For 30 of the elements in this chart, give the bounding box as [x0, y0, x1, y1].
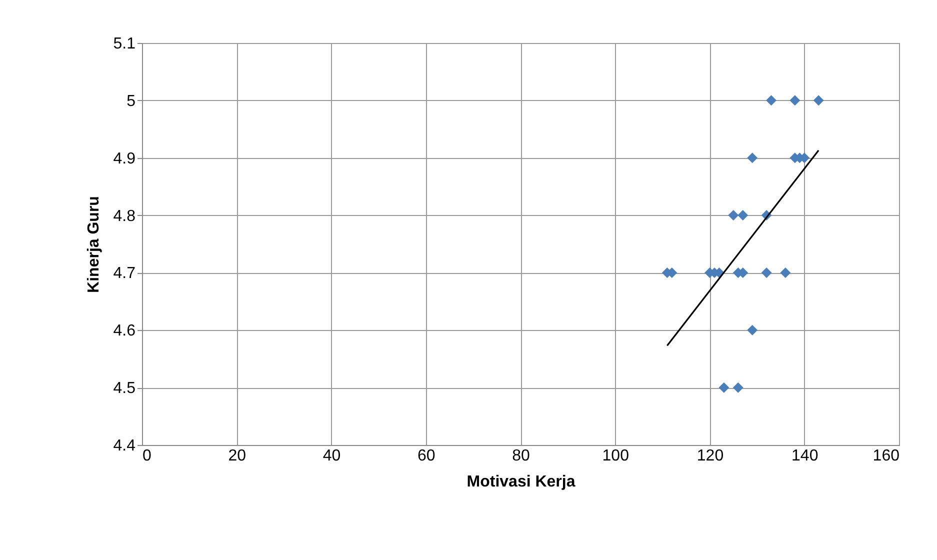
y-tick-label: 5	[126, 92, 136, 110]
y-tick-label: 4.7	[113, 265, 136, 282]
point	[766, 95, 776, 106]
x-tick-label: 40	[322, 448, 341, 464]
point	[790, 95, 800, 106]
x-tick-label: 160	[872, 448, 900, 464]
point	[813, 95, 824, 106]
x-tick-label: 0	[142, 448, 152, 464]
y-tick-label: 5.1	[113, 36, 136, 52]
point	[747, 152, 758, 164]
x-tick-label: 80	[512, 448, 530, 464]
x-tick-label: 60	[417, 448, 436, 464]
x-tick-label: 120	[696, 448, 724, 464]
x-tick-label: 20	[228, 448, 246, 464]
x-tick-label: 100	[602, 448, 630, 464]
point	[780, 267, 791, 278]
y-tick-label: 4.9	[113, 150, 136, 168]
point	[738, 210, 748, 221]
x-axis-title: Motivasi Kerja	[466, 474, 576, 490]
x-tick-label: 140	[792, 448, 818, 464]
y-tick-label: 4.6	[113, 322, 136, 340]
point	[747, 324, 758, 336]
y-tick-label: 4.8	[113, 208, 136, 225]
point	[728, 210, 739, 221]
y-tick-label: 4.4	[113, 438, 136, 454]
y-axis-title: Kinerja Guru	[85, 196, 102, 293]
point	[718, 382, 730, 393]
y-tick-label: 4.5	[113, 380, 136, 398]
point	[761, 267, 772, 278]
point	[732, 382, 744, 393]
